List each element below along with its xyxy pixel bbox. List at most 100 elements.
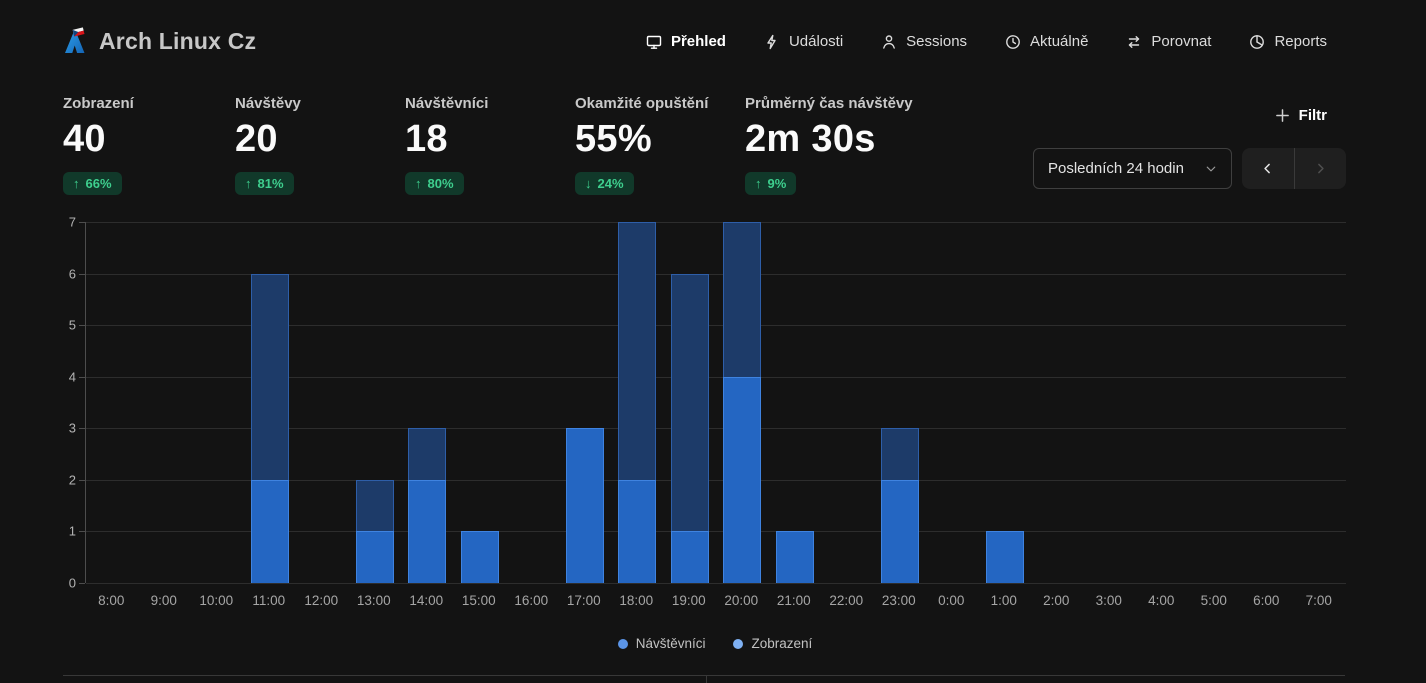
x-axis-label: 8:00 [98,593,125,608]
x-axis-label: 15:00 [461,593,496,608]
change-value: 66% [85,176,112,191]
bar-návštěvníci-2300 [880,479,919,583]
nav-item-sessions[interactable]: Sessions [881,33,967,50]
y-tick [79,325,85,327]
y-axis-label: 1 [68,523,76,539]
chart-column-500 [1189,222,1242,583]
y-tick [79,222,85,223]
chart-column-000 [926,222,979,583]
chart-column-1900 [664,222,717,583]
bar-návštěvníci-1700 [565,428,604,583]
legend-label: Zobrazení [751,636,813,651]
chart-column-1800 [611,222,664,583]
x-axis-label: 23:00 [881,593,916,608]
stat-value: 40 [63,118,106,160]
bottom-panels-divider [63,675,1345,676]
y-axis-label: 5 [68,317,76,333]
arch-linux-cz-logo-icon [63,27,89,55]
x-axis-label: 21:00 [776,593,811,608]
nav-item-prehled[interactable]: Přehled [646,33,726,50]
arrow-up-icon: ↑ [755,176,762,191]
legend-item-navstevnici[interactable]: Návštěvníci [617,636,706,651]
legend-label: Návštěvníci [635,636,706,651]
brand[interactable]: Arch Linux Cz [63,27,256,55]
nav-item-label: Reports [1274,33,1327,50]
chart-column-1400 [401,222,454,583]
chevron-down-icon [1206,166,1216,171]
y-axis-label: 0 [68,575,76,591]
bar-návštěvníci-2000 [723,376,762,583]
nav-item-label: Přehled [670,33,726,50]
chart-legend: Návštěvníci Zobrazení [85,636,1345,651]
arrow-down-icon: ↓ [585,176,592,191]
bar-návštěvníci-1500 [460,531,499,583]
change-badge: ↑ 81% [235,172,294,195]
gridline-y3 [86,428,1346,430]
change-value: 81% [257,176,284,191]
gridline-y5 [86,325,1346,327]
change-value: 80% [427,176,454,191]
y-tick [79,273,85,275]
chart-column-1100 [244,222,297,583]
x-axis-label: 5:00 [1200,593,1227,608]
bar-návštěvníci-1100 [250,479,289,583]
arrow-up-icon: ↑ [245,176,252,191]
change-badge: ↑ 9% [745,172,797,195]
chart-column-200 [1031,222,1084,583]
site-title: Arch Linux Cz [99,27,257,54]
date-range-value: Posledních 24 hodin [1048,160,1184,177]
nav-item-aktualne[interactable]: Aktuálně [1005,33,1088,50]
chart-column-1000 [191,222,244,583]
y-axis-label: 6 [68,266,76,282]
prev-period-button[interactable] [1242,148,1294,189]
stat-label: Zobrazení [63,95,134,112]
chart-column-300 [1084,222,1137,583]
x-axis-label: 14:00 [409,593,444,608]
gridline-y2 [86,479,1346,481]
nav-item-reports[interactable]: Reports [1249,33,1327,50]
x-axis-label: 20:00 [724,593,759,608]
chart-column-1700 [559,222,612,583]
x-axis-label: 1:00 [990,593,1017,608]
chart-column-2100 [769,222,822,583]
x-axis-label: 16:00 [514,593,549,608]
stat-card-zobrazeni: Zobrazení 40 ↑ 66% [63,95,235,195]
stat-value: 55% [575,118,652,160]
chart-column-600 [1241,222,1294,583]
next-period-button[interactable] [1295,148,1347,189]
x-axis-label: 19:00 [671,593,706,608]
gridline-y1 [86,531,1346,533]
pager-divider [1293,148,1295,189]
bar-návštěvníci-100 [985,531,1024,583]
nav-item-label: Aktuálně [1030,33,1089,50]
bar-návštěvníci-1800 [618,479,657,583]
pie-chart-icon [1249,34,1265,50]
chart-column-700 [1294,222,1347,583]
plus-icon [1275,109,1289,122]
gridline-y0 [86,583,1346,584]
change-badge: ↑ 66% [63,172,122,195]
change-badge: ↑ 80% [405,172,464,195]
x-axis-labels: 8:00 9:00 10:00 11:00 12:00 13:00 14:00 15:00 16… [85,593,1345,611]
stat-card-cas: Průměrný čas návštěvy 2m 30s ↑ 9% [745,95,915,195]
nav-item-udalosti[interactable]: Události [764,33,843,50]
nav-item-porovnat[interactable]: Porovnat [1126,33,1211,50]
y-tick [79,376,85,378]
y-axis-label: 4 [68,369,76,385]
x-axis-label: 6:00 [1253,593,1280,608]
clock-icon [1005,34,1021,50]
legend-item-zobrazeni[interactable]: Zobrazení [733,636,812,651]
x-axis-label: 9:00 [150,593,177,608]
chart-column-1500 [454,222,507,583]
x-axis-label: 18:00 [619,593,654,608]
nav-item-label: Sessions [906,33,968,50]
date-range-select[interactable]: Posledních 24 hodin [1033,148,1232,189]
x-axis-label: 3:00 [1095,593,1122,608]
y-tick [79,428,85,430]
bar-návštěvníci-1300 [355,531,394,583]
stat-card-navstevnici: Návštěvníci 18 ↑ 80% [405,95,575,195]
change-value: 24% [597,176,624,191]
add-filter-button[interactable]: Filtr [1275,107,1327,124]
legend-dot-icon [733,638,744,649]
